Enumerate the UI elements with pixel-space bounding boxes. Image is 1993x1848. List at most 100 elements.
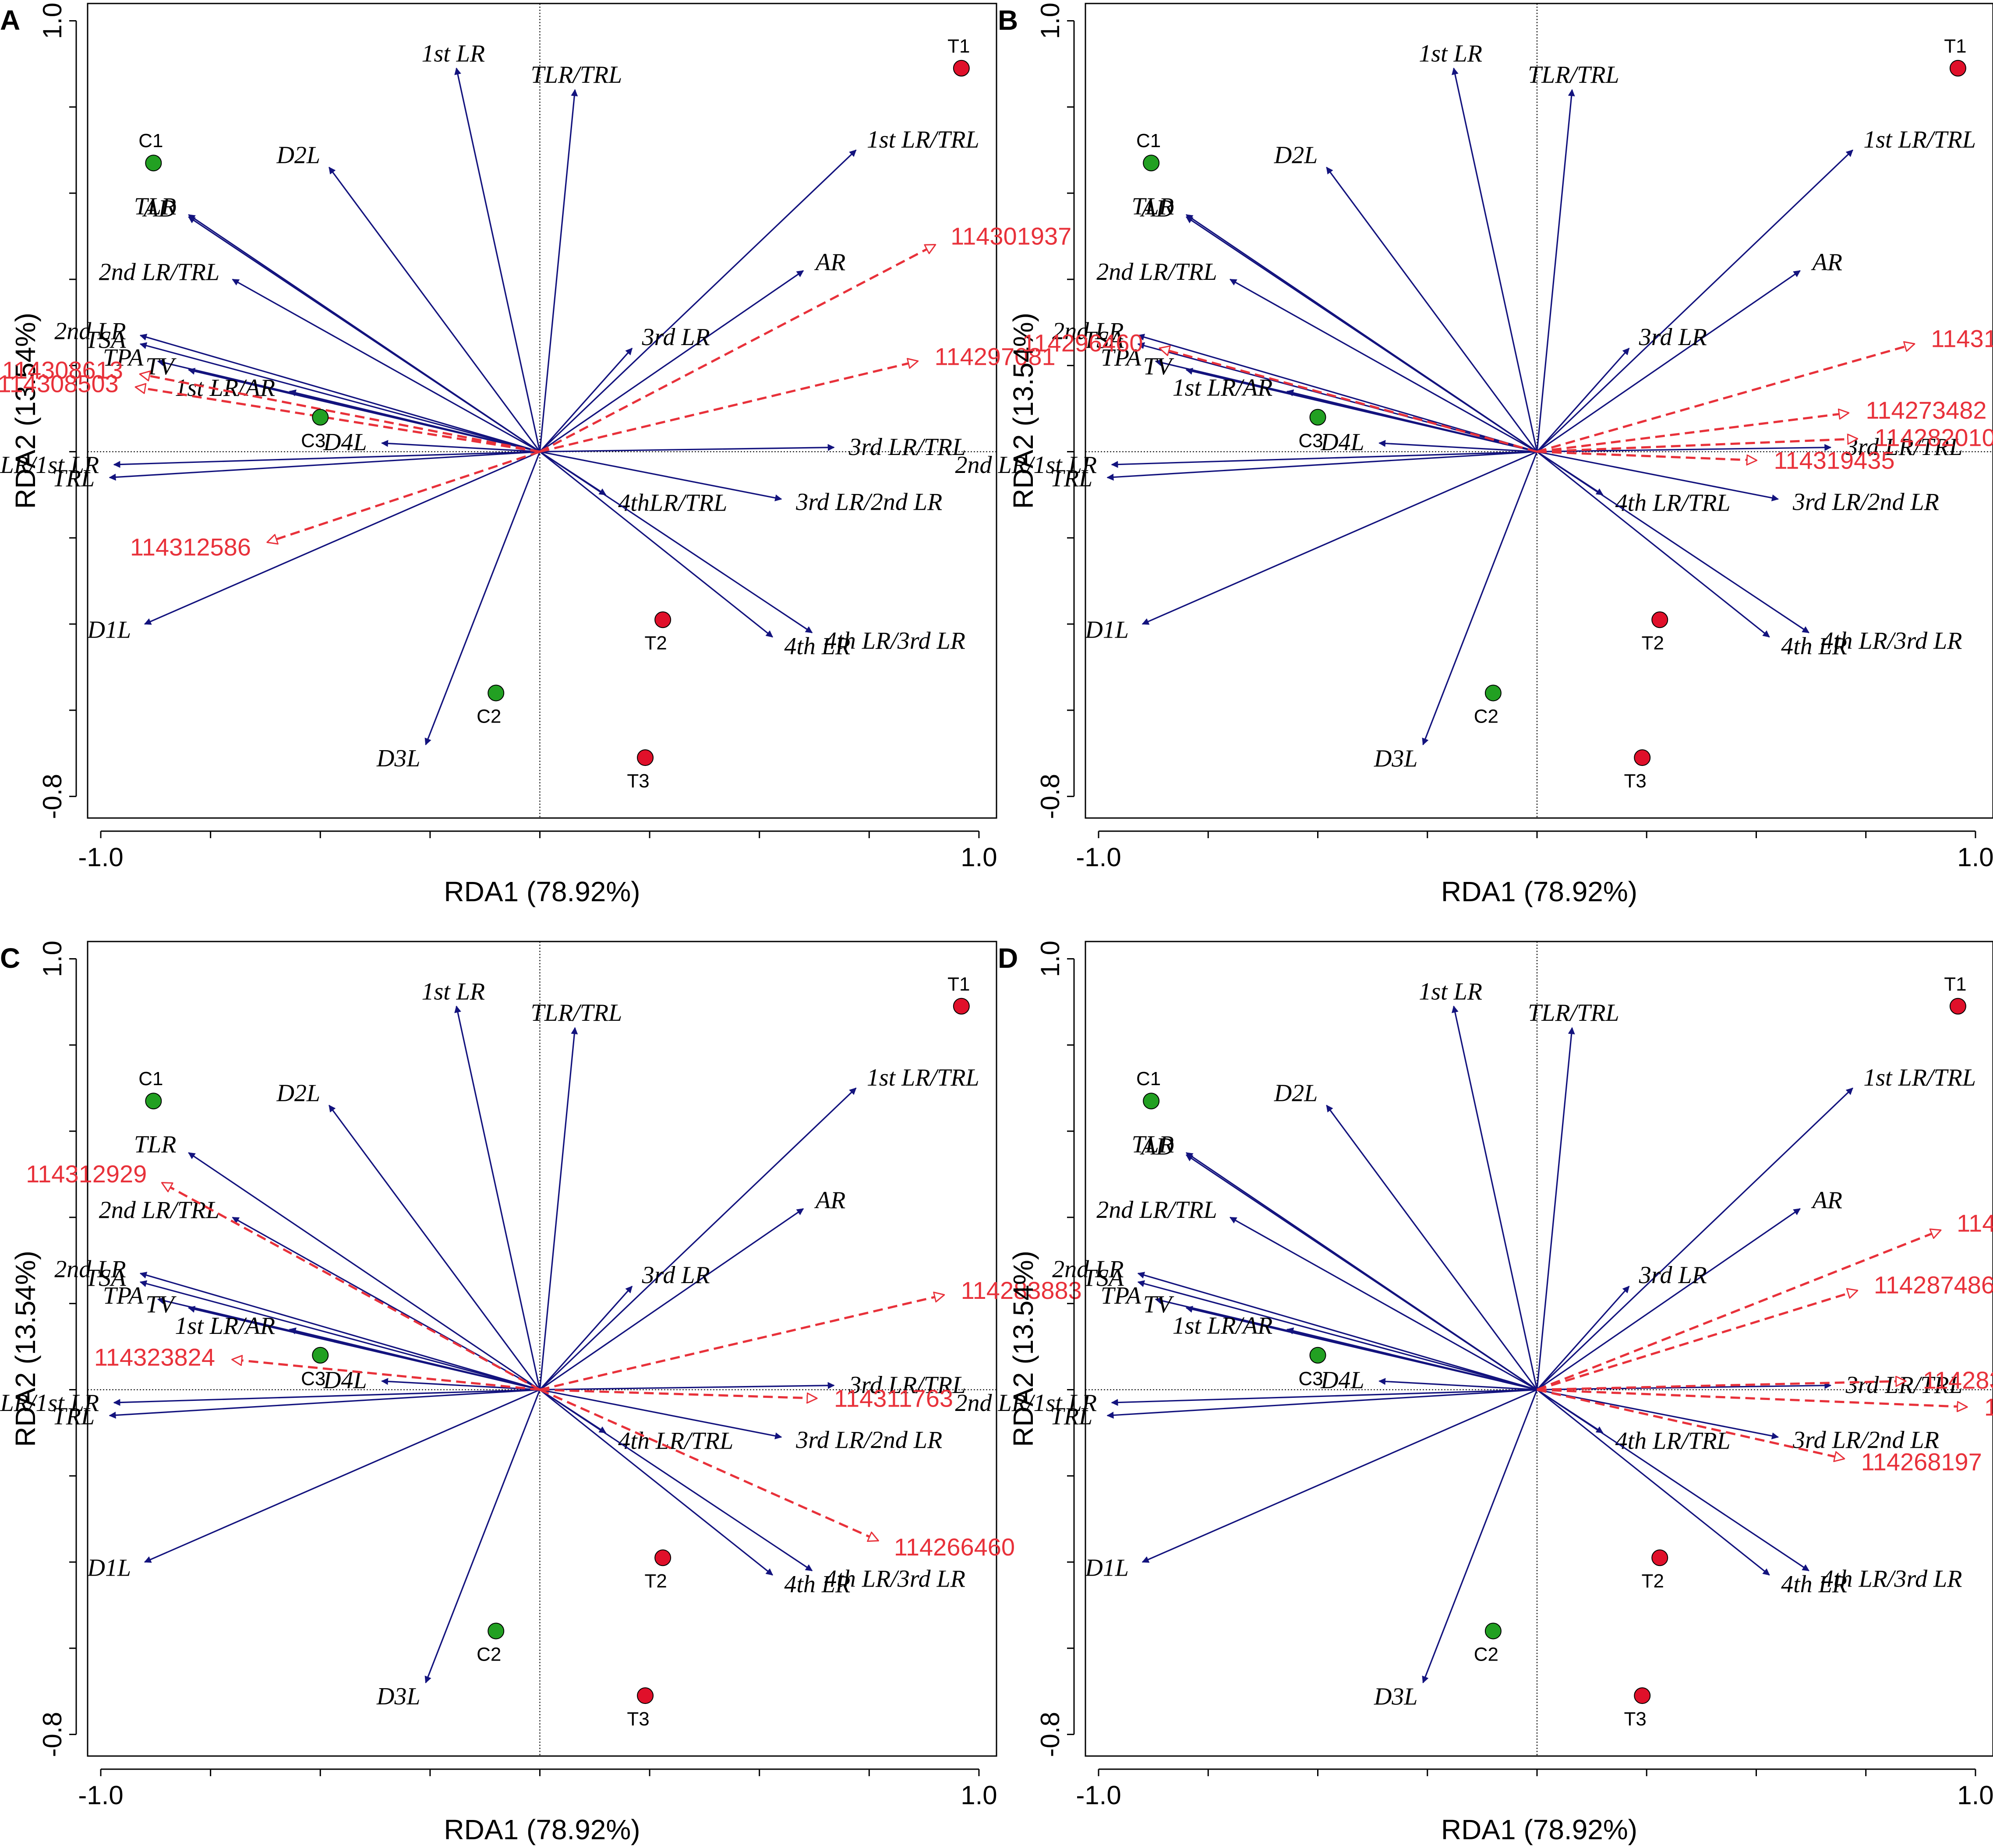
variable-label: 2nd LR/1st LR: [955, 451, 1097, 479]
variable-label: 3rd LR: [1639, 1262, 1707, 1289]
variable-label: 1st LR: [1419, 978, 1482, 1005]
y-axis-title: RDA2 (13.54%): [1007, 313, 1039, 509]
variable-arrow-1st-lr-ar: [289, 1327, 540, 1391]
site-label: C1: [1136, 130, 1161, 152]
variable-label: TLR/TRL: [1528, 61, 1619, 88]
gene-label: 114283523: [1923, 1366, 1993, 1394]
variable-arrow-ar: [539, 1208, 804, 1390]
gene-label: 114296460: [1022, 329, 1143, 357]
variable-label: 3rd LR/TRL: [1845, 434, 1963, 461]
variable-label: 2nd LR/1st LR: [0, 451, 99, 479]
variable-arrow-d2l: [1326, 166, 1538, 452]
site-label: C2: [1474, 1643, 1498, 1665]
site-label: C1: [138, 130, 163, 152]
variable-label: TRL: [1050, 1403, 1093, 1430]
variable-label: D2L: [276, 1080, 320, 1107]
gene-arrow-114311763: [540, 1388, 816, 1398]
site-point-t2: [1651, 611, 1668, 628]
variable-label: TLR/TRL: [1528, 999, 1619, 1026]
variable-label: D3L: [376, 745, 421, 772]
variable-label: D3L: [376, 1683, 421, 1710]
variable-arrow-1st-lr: [1452, 1005, 1538, 1390]
variable-arrow-2nd-lr-1st-lr: [1111, 1389, 1537, 1406]
x-axis-title: RDA1 (78.92%): [1441, 876, 1637, 907]
gene-label: 114287486: [1874, 1271, 1993, 1298]
site-point-c3: [1309, 1347, 1326, 1364]
variable-arrow-1st-lr-trl: [539, 1087, 857, 1390]
variable-arrow-3rd-lr-2nd-lr: [1537, 1389, 1779, 1439]
y-axis-title: RDA2 (13.54%): [10, 1251, 41, 1447]
gene-arrow-114268197: [1537, 1389, 1844, 1458]
variable-arrow-d4l: [381, 1378, 540, 1391]
variable-arrow-3rd-lr: [539, 348, 633, 452]
gene-label: 114312586: [130, 533, 251, 561]
gene-arrow-114280426: [1537, 1230, 1940, 1391]
variable-arrow-d4l: [381, 440, 540, 453]
site-point-c1: [1143, 155, 1160, 172]
gene-label: 114319435: [1774, 447, 1894, 474]
variable-label: TPA: [103, 344, 144, 371]
gene-arrow-114283883: [539, 1295, 943, 1391]
variable-arrow-d2l: [329, 166, 541, 452]
variable-label: 1st LR/AR: [1173, 1312, 1273, 1340]
variable-label: TRL: [53, 465, 95, 492]
site-point-c2: [488, 684, 505, 702]
variable-label: TSA: [1083, 1265, 1124, 1292]
gene-arrow-114296460: [1160, 348, 1537, 453]
variable-label: D2L: [276, 142, 320, 169]
variable-arrow-d1l: [1141, 451, 1537, 625]
gene-arrow-114312929: [162, 1183, 541, 1391]
variable-arrow-2nd-lr: [139, 1272, 540, 1391]
variable-arrow-1st-lr-trl: [1536, 149, 1853, 452]
x-axis-title: RDA1 (78.92%): [444, 1814, 640, 1845]
variable-label: 2nd LR/TRL: [1096, 258, 1217, 286]
variable-label: 3rd LR: [642, 324, 710, 351]
gene-label: 114282010: [1875, 423, 1993, 451]
x-tick-label: -1.0: [78, 843, 123, 872]
site-point-c3: [1309, 409, 1326, 426]
variable-label: 3rd LR/2nd LR: [1792, 1426, 1939, 1453]
variable-arrow-1st-lr: [1452, 67, 1538, 452]
site-label: C1: [138, 1068, 163, 1090]
variable-arrow-d1l: [144, 451, 541, 625]
site-label: C3: [301, 1368, 325, 1390]
variable-arrow-2nd-lr: [139, 334, 540, 453]
site-point-t1: [1949, 998, 1966, 1015]
variable-label: 1st LR/TRL: [1863, 126, 1976, 153]
variable-arrow-3rd-lr-trl: [1537, 444, 1832, 453]
y-axis-title: RDA2 (13.54%): [1007, 1251, 1039, 1447]
variable-label: TV: [145, 1291, 177, 1318]
variable-label: D1L: [87, 1555, 131, 1582]
variable-arrow-ar: [1537, 270, 1801, 452]
site-label: T1: [947, 973, 970, 995]
variable-label: TLR: [134, 1131, 177, 1158]
site-label: T2: [644, 1570, 667, 1592]
plot-frame: [1085, 3, 1993, 819]
variable-arrow-3rd-lr-2nd-lr: [540, 1389, 782, 1439]
variable-label: D1L: [87, 617, 131, 644]
variable-label: 2nd LR: [1052, 1256, 1124, 1283]
panel-letter: D: [998, 942, 1018, 974]
variable-arrow-d3l: [424, 451, 541, 746]
x-tick-label: 1.0: [961, 843, 997, 872]
variable-arrow-3rd-lr-trl: [540, 444, 835, 453]
variable-arrow-d1l: [144, 1389, 541, 1563]
variable-label: 3rd LR: [642, 1262, 710, 1289]
site-point-t3: [1634, 1687, 1651, 1704]
site-label: T1: [1944, 973, 1966, 995]
gene-label: 114301937: [951, 222, 1071, 250]
gene-arrow-114308613: [140, 374, 540, 453]
variable-arrow-trl: [109, 451, 540, 481]
gene-arrows: 114280426 114287486 114283523114302782 1142…: [1537, 1210, 1993, 1476]
variable-label: 4th LR/3rd LR: [1821, 628, 1962, 655]
gene-label: 114280426: [1957, 1210, 1993, 1237]
site-label: C2: [477, 705, 501, 727]
y-tick-label: -0.8: [1035, 774, 1065, 819]
variable-arrow-2nd-lr-1st-lr: [1111, 451, 1537, 468]
panel-c: C -1.0 1.0 RDA1 (78.92%) 1.0 -0.8 RDA2 (13.54%…: [0, 941, 1082, 1845]
variable-label: TLR: [1132, 1131, 1174, 1158]
variable-arrow-trl: [109, 1389, 540, 1419]
variable-arrow-d3l: [1422, 1389, 1538, 1684]
gene-label: 114273482: [1866, 396, 1986, 424]
